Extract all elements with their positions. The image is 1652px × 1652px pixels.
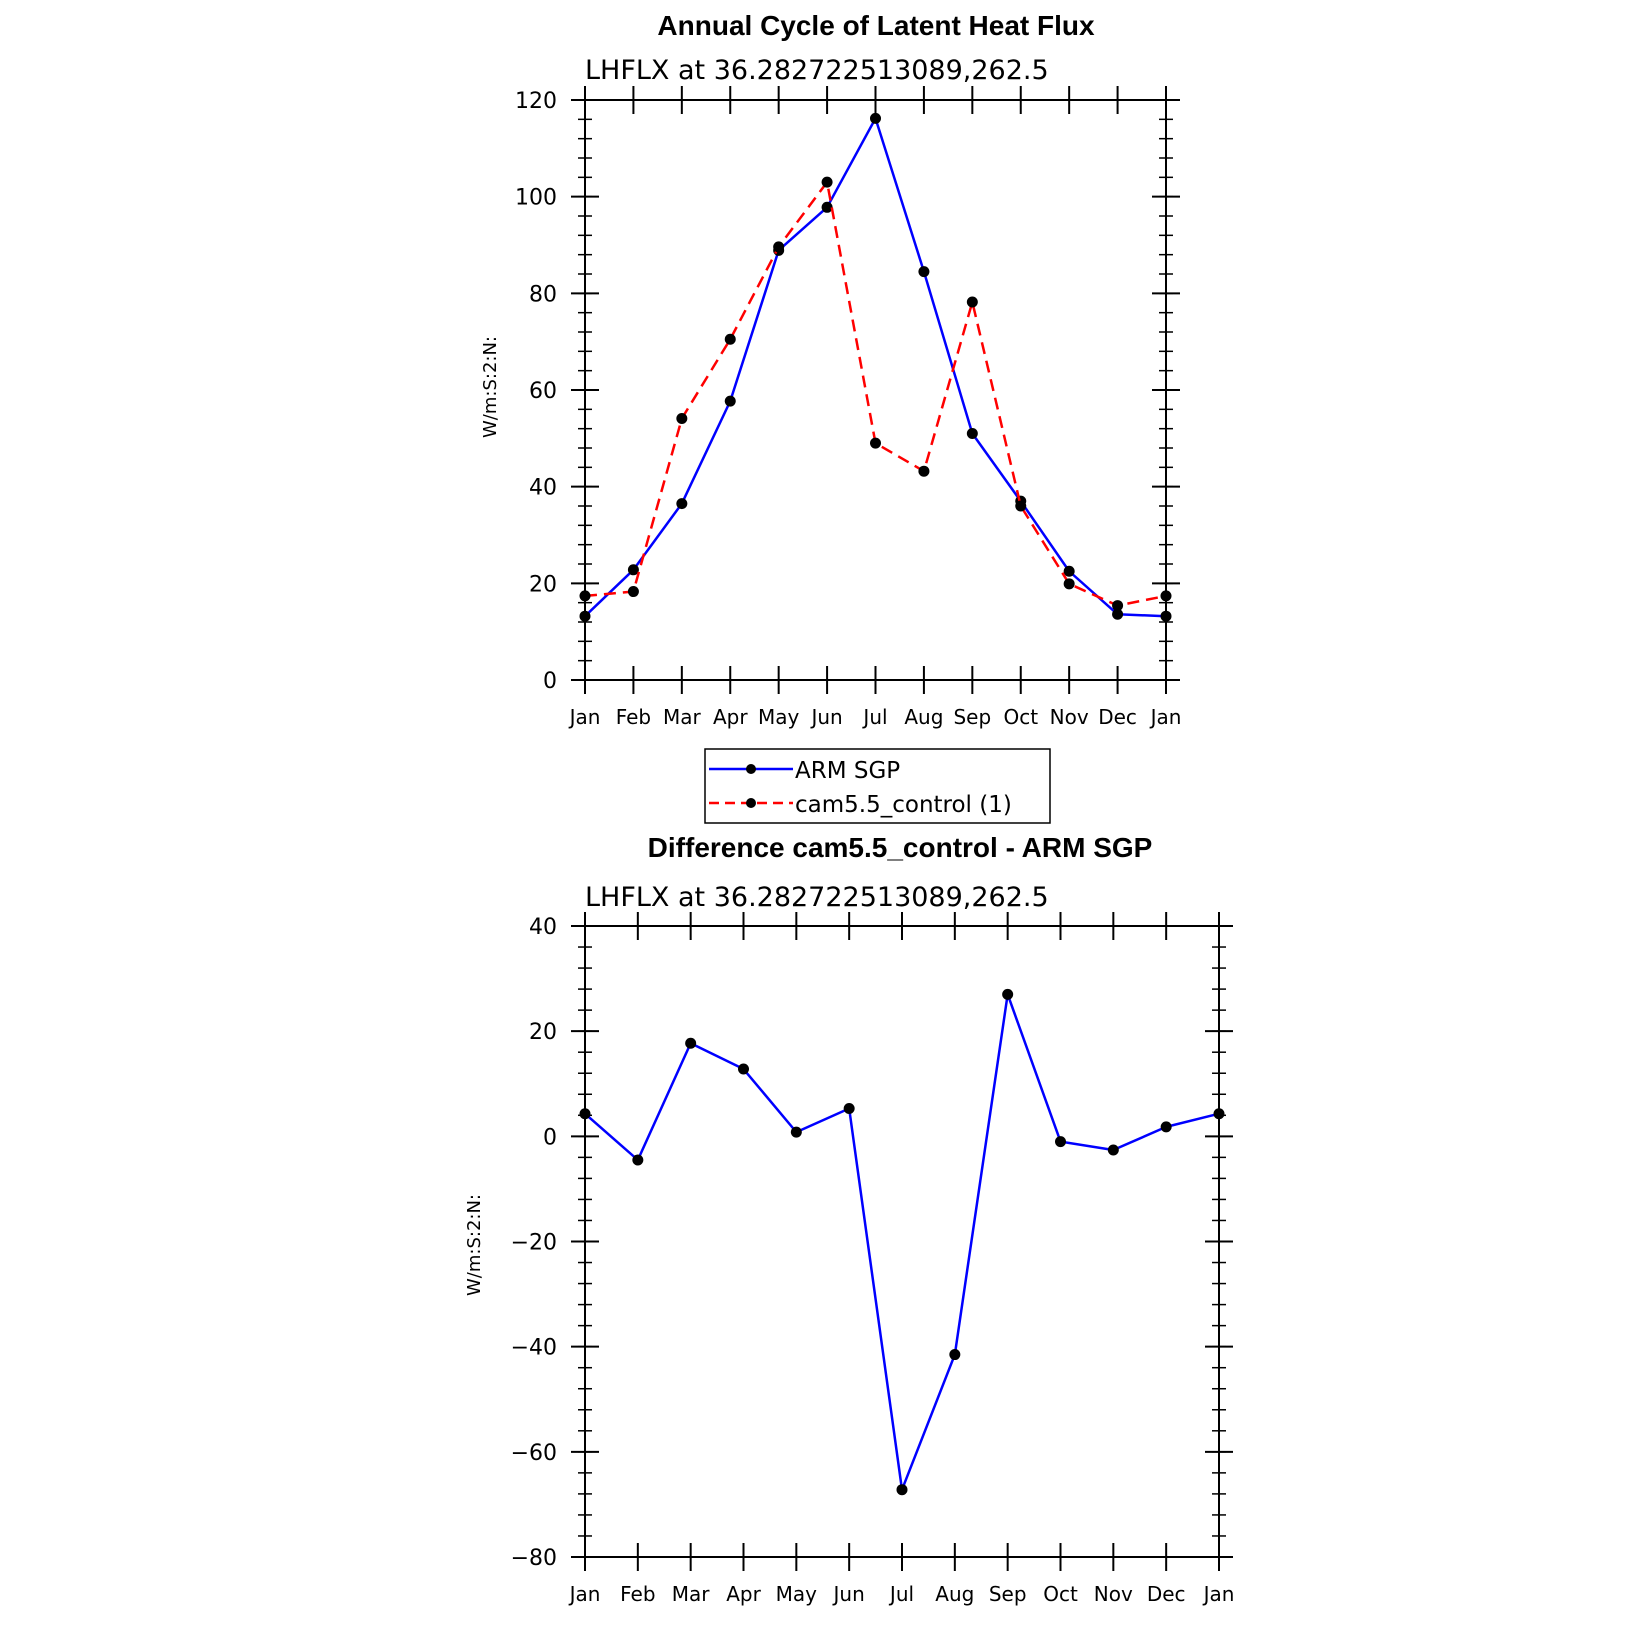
y-axis-label: W/m:S:2:N: [464,1194,485,1296]
y-tick-label: 40 [529,476,557,501]
data-point [579,590,591,602]
plot-frame [584,925,1220,1558]
data-point [1112,600,1124,612]
data-point [966,428,978,439]
y-tick-label: 20 [529,1020,557,1045]
data-point [1055,1136,1066,1148]
data-point [579,1108,591,1120]
x-tick-label: Sep [989,1582,1027,1606]
x-tick-label: Jun [809,705,842,729]
y-tick-label: 40 [529,915,557,940]
series-line-1 [584,180,1167,607]
data-point [627,564,639,576]
y-tick-label: 20 [529,572,557,597]
legend-marker-cam [746,798,756,808]
data-point [870,437,881,449]
data-point [738,1063,749,1075]
data-point [1107,1144,1119,1156]
x-tick-label: Feb [620,1582,655,1606]
x-tick-label: Nov [1094,1582,1133,1606]
data-point [685,1037,697,1049]
data-point [1015,500,1027,512]
data-point [632,1154,644,1166]
y-tick-label: −20 [511,1231,557,1256]
data-point [773,241,785,253]
data-point [1112,608,1124,620]
data-point [676,413,688,425]
y-tick-label: 0 [543,669,557,694]
data-point [949,1349,961,1361]
data-point [918,465,930,477]
data-point [821,176,833,188]
plot-area: −80 −60 −40 −20 0 20 40 Jan Feb Mar Apr May Jun Jul Au… [511,912,1235,1606]
x-tick-label: Nov [1050,705,1089,729]
x-tick-label: Jan [568,705,601,729]
data-point [676,498,688,510]
x-tick-label: Aug [935,1582,974,1606]
data-point [1063,578,1075,590]
data-point [1160,610,1172,622]
series-line-0 [584,993,1220,1491]
y-tick-label: 100 [515,186,557,211]
data-point [966,296,978,308]
annual-cycle-chart: Annual Cycle of Latent Heat Flux LHFLX a… [480,10,1181,729]
x-tick-label: Oct [1003,705,1038,729]
legend-label-arm-sgp: ARM SGP [795,758,900,784]
data-point [1063,565,1075,577]
legend: ARM SGP cam5.5_control (1) [704,748,1051,824]
x-tick-label: May [776,1582,818,1606]
x-tick-label: Apr [713,705,748,729]
x-tick-label: Jan [568,1582,601,1606]
data-point [1160,1121,1172,1133]
x-tick-label: Mar [672,1582,711,1606]
x-tick-label: Feb [616,705,651,729]
data-point [790,1126,802,1138]
x-tick-label: Oct [1043,1582,1078,1606]
y-tick-label: −40 [511,1336,557,1361]
y-tick-label: −60 [511,1441,557,1466]
y-tick-label: −80 [511,1546,557,1571]
x-tick-label: Jan [1202,1582,1235,1606]
x-tick-label: Dec [1147,1582,1186,1606]
y-tick-label: 60 [529,379,557,404]
data-point [724,395,736,407]
data-point [870,112,881,124]
legend-marker-arm-sgp [746,764,756,774]
data-point [627,586,639,598]
x-tick-label: Dec [1098,705,1137,729]
data-point [843,1102,855,1114]
data-point [1160,590,1172,602]
plot-frame [584,99,1167,681]
data-point [896,1484,908,1496]
x-tick-label: Jun [832,1582,865,1606]
plot-area: 0 20 40 60 80 100 120 Jan Feb Mar Apr May Jun Jul Aug S… [515,86,1181,729]
y-axis-label: W/m:S:2:N: [480,336,501,438]
data-point [1213,1108,1225,1120]
data-point [918,266,930,278]
x-tick-label: Jul [888,1582,914,1606]
chart-subtitle: LHFLX at 36.282722513089,262.5 [585,882,1049,913]
x-tick-label: Jul [861,705,887,729]
difference-chart: Difference cam5.5_control - ARM SGP LHFL… [464,832,1234,1606]
x-tick-label: Apr [726,1582,761,1606]
x-tick-label: May [758,705,800,729]
x-tick-label: Jan [1149,705,1182,729]
legend-box [704,748,1051,824]
chart-title: Annual Cycle of Latent Heat Flux [657,10,1095,41]
chart-title: Difference cam5.5_control - ARM SGP [648,832,1153,863]
data-point [1002,988,1014,1000]
y-tick-label: 0 [543,1125,557,1150]
series-line-0 [584,117,1167,618]
y-tick-label: 80 [529,282,557,307]
x-tick-label: Mar [663,705,702,729]
chart-subtitle: LHFLX at 36.282722513089,262.5 [585,55,1049,86]
x-tick-label: Sep [953,705,991,729]
x-tick-label: Aug [904,705,943,729]
data-point [821,201,833,213]
y-tick-label: 120 [515,89,557,114]
data-point [724,333,736,345]
legend-label-cam: cam5.5_control (1) [795,792,1012,818]
data-point [579,610,591,622]
